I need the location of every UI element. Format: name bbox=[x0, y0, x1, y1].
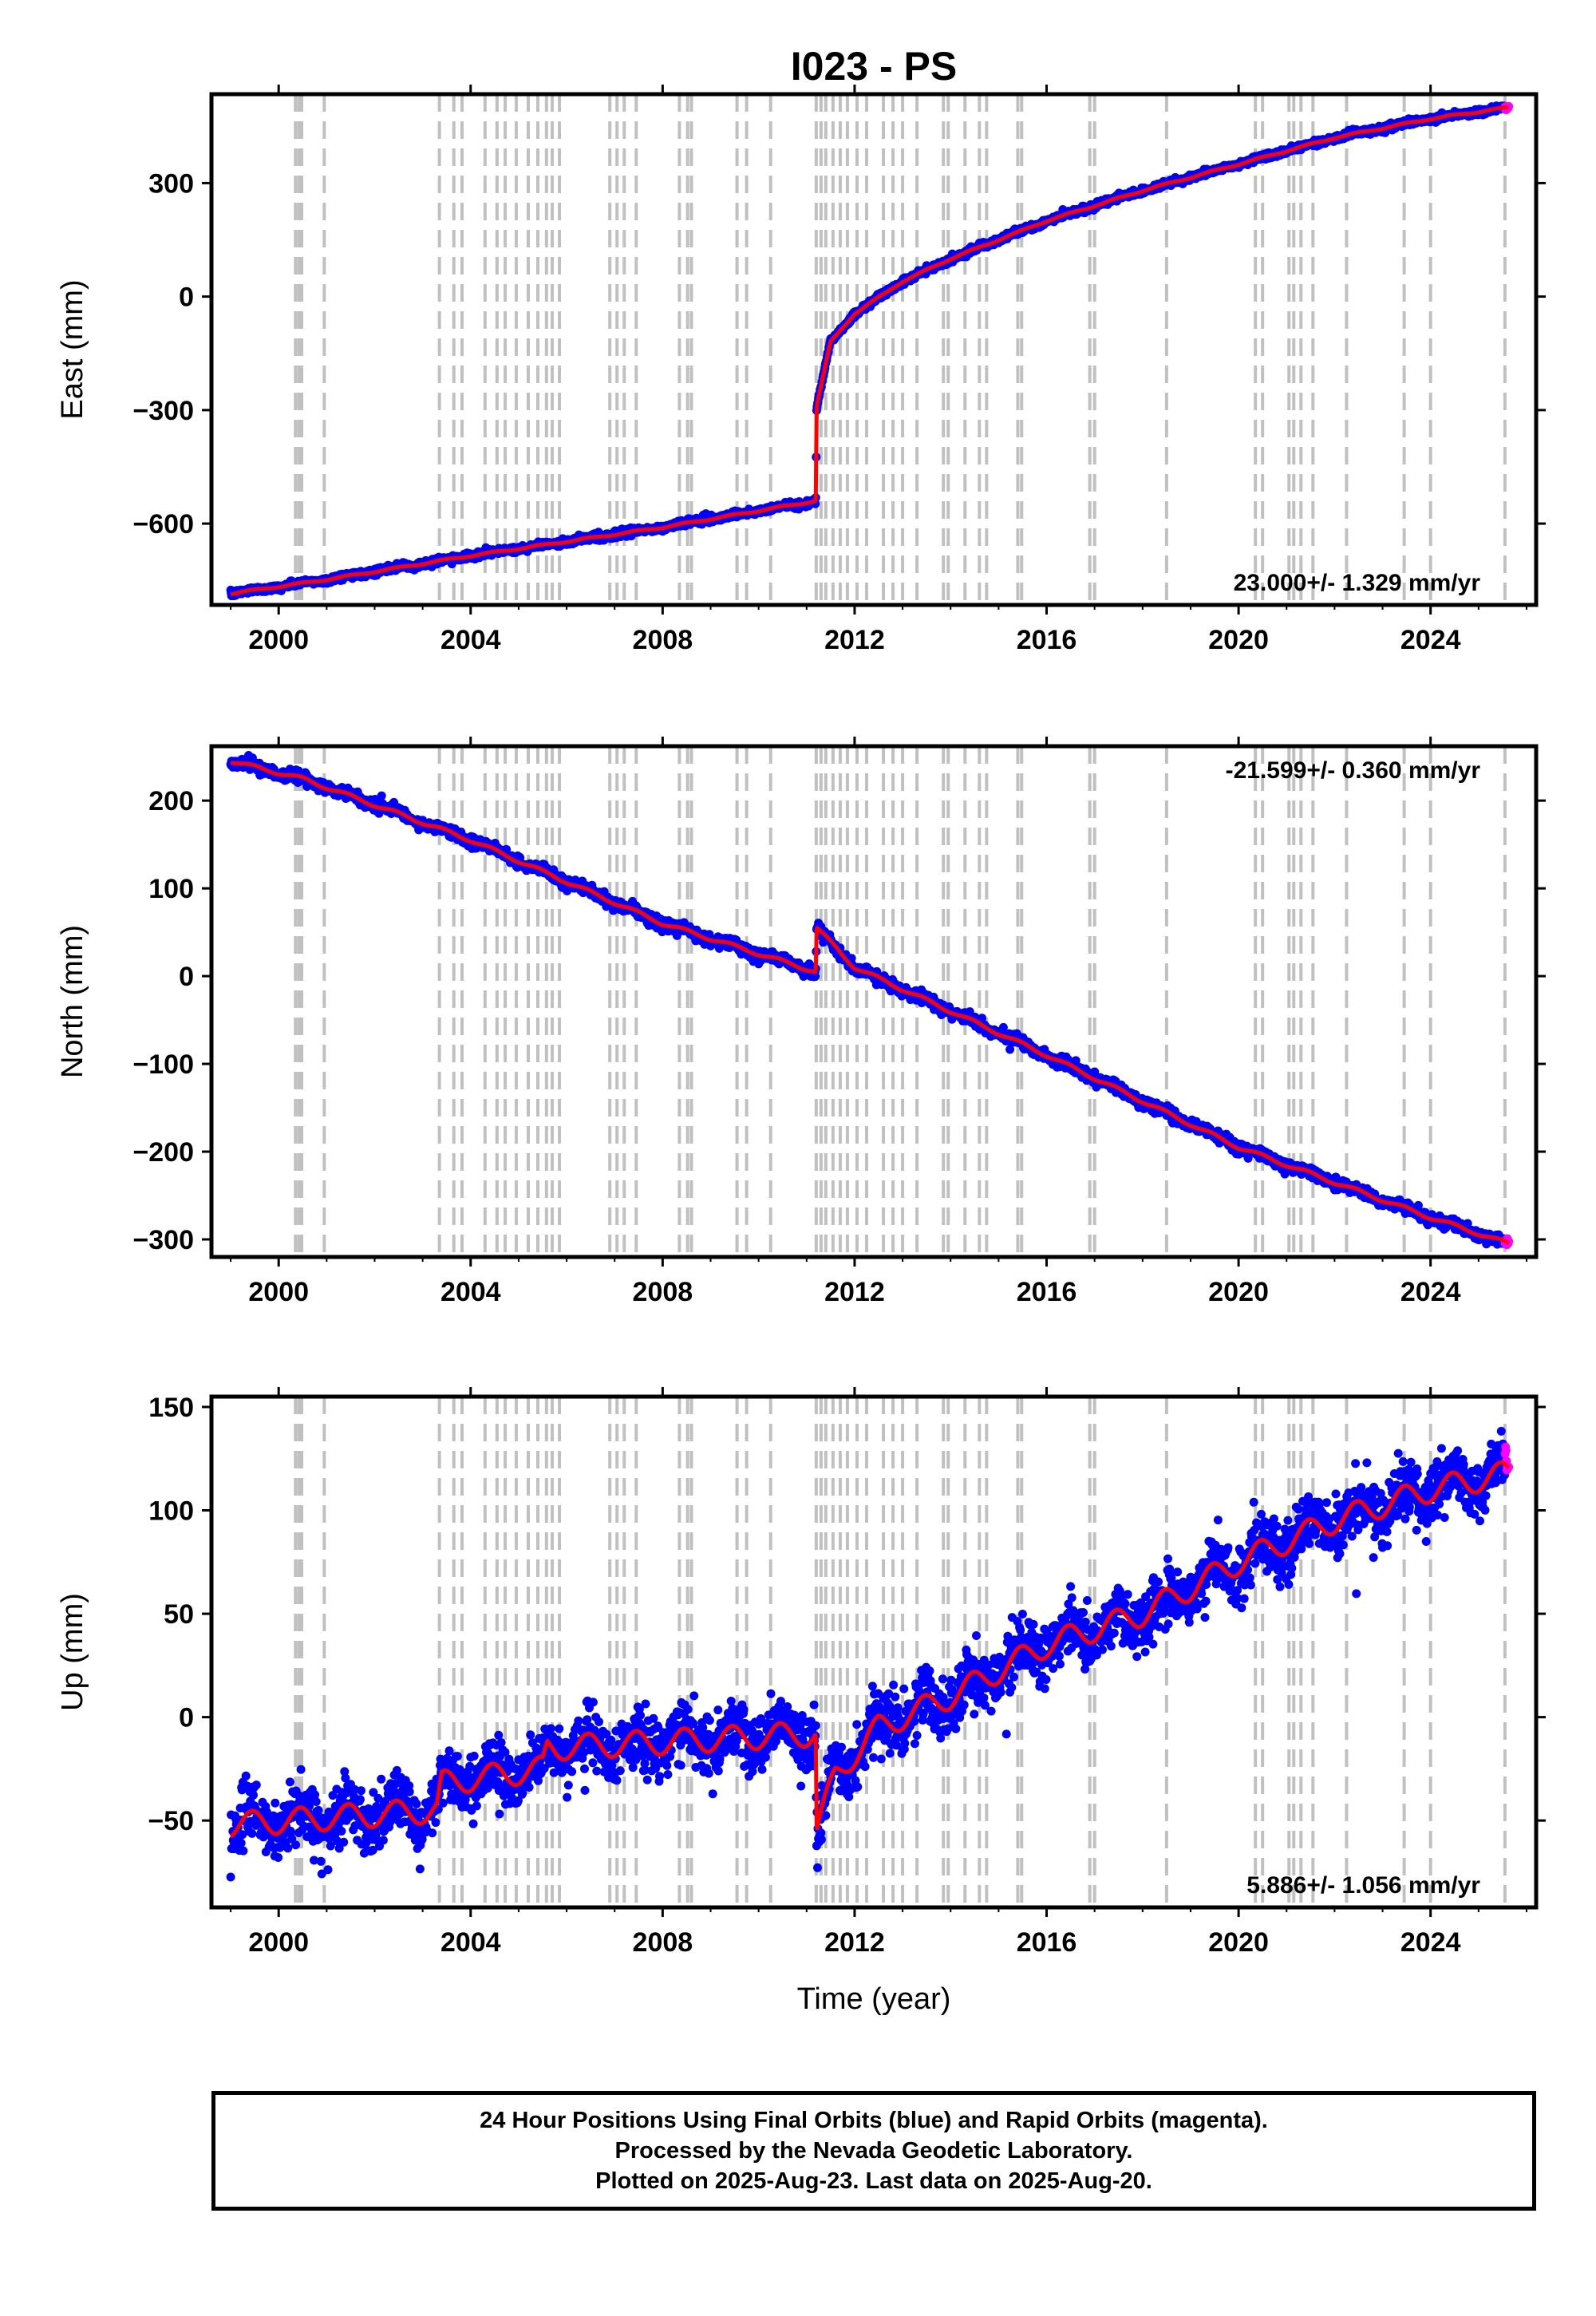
north-panel: 2000 2004 2008 2012 2016 2020 2024−300−200−100… bbox=[56, 737, 1546, 1307]
y-axis-label: East (mm) bbox=[56, 279, 89, 419]
final-orbit-point bbox=[377, 791, 386, 800]
x-tick-label: 2020 bbox=[1208, 625, 1269, 655]
y-tick-label: 300 bbox=[148, 168, 194, 199]
x-tick-label: 2004 bbox=[440, 625, 501, 655]
plot-title: I023 - PS bbox=[791, 44, 957, 89]
x-tick-label: 2024 bbox=[1400, 625, 1461, 655]
east-panel: 2000 2004 2008 2012 2016 2020 2024 −600 −300 0 300… bbox=[56, 85, 1546, 655]
model-fit-line bbox=[229, 105, 1511, 597]
event-lines bbox=[294, 94, 1507, 605]
final-orbit-points bbox=[226, 751, 1514, 1250]
final-orbit-points bbox=[226, 101, 1514, 601]
plot-frame bbox=[209, 92, 1539, 607]
data-series bbox=[226, 751, 1514, 1250]
x-tick-label: 2000 bbox=[248, 625, 309, 655]
rate-label: 23.000+/- 1.329 mm/yr bbox=[1234, 570, 1481, 596]
x-tick-label: 2008 bbox=[633, 625, 693, 655]
y-tick-label: −300 bbox=[132, 396, 194, 426]
x-tick-label: 2016 bbox=[1017, 625, 1077, 655]
data-series bbox=[226, 101, 1514, 601]
y-tick-label: −600 bbox=[132, 509, 194, 539]
y-tick-label: 0 bbox=[179, 283, 194, 313]
x-tick-label: 2012 bbox=[824, 625, 885, 655]
